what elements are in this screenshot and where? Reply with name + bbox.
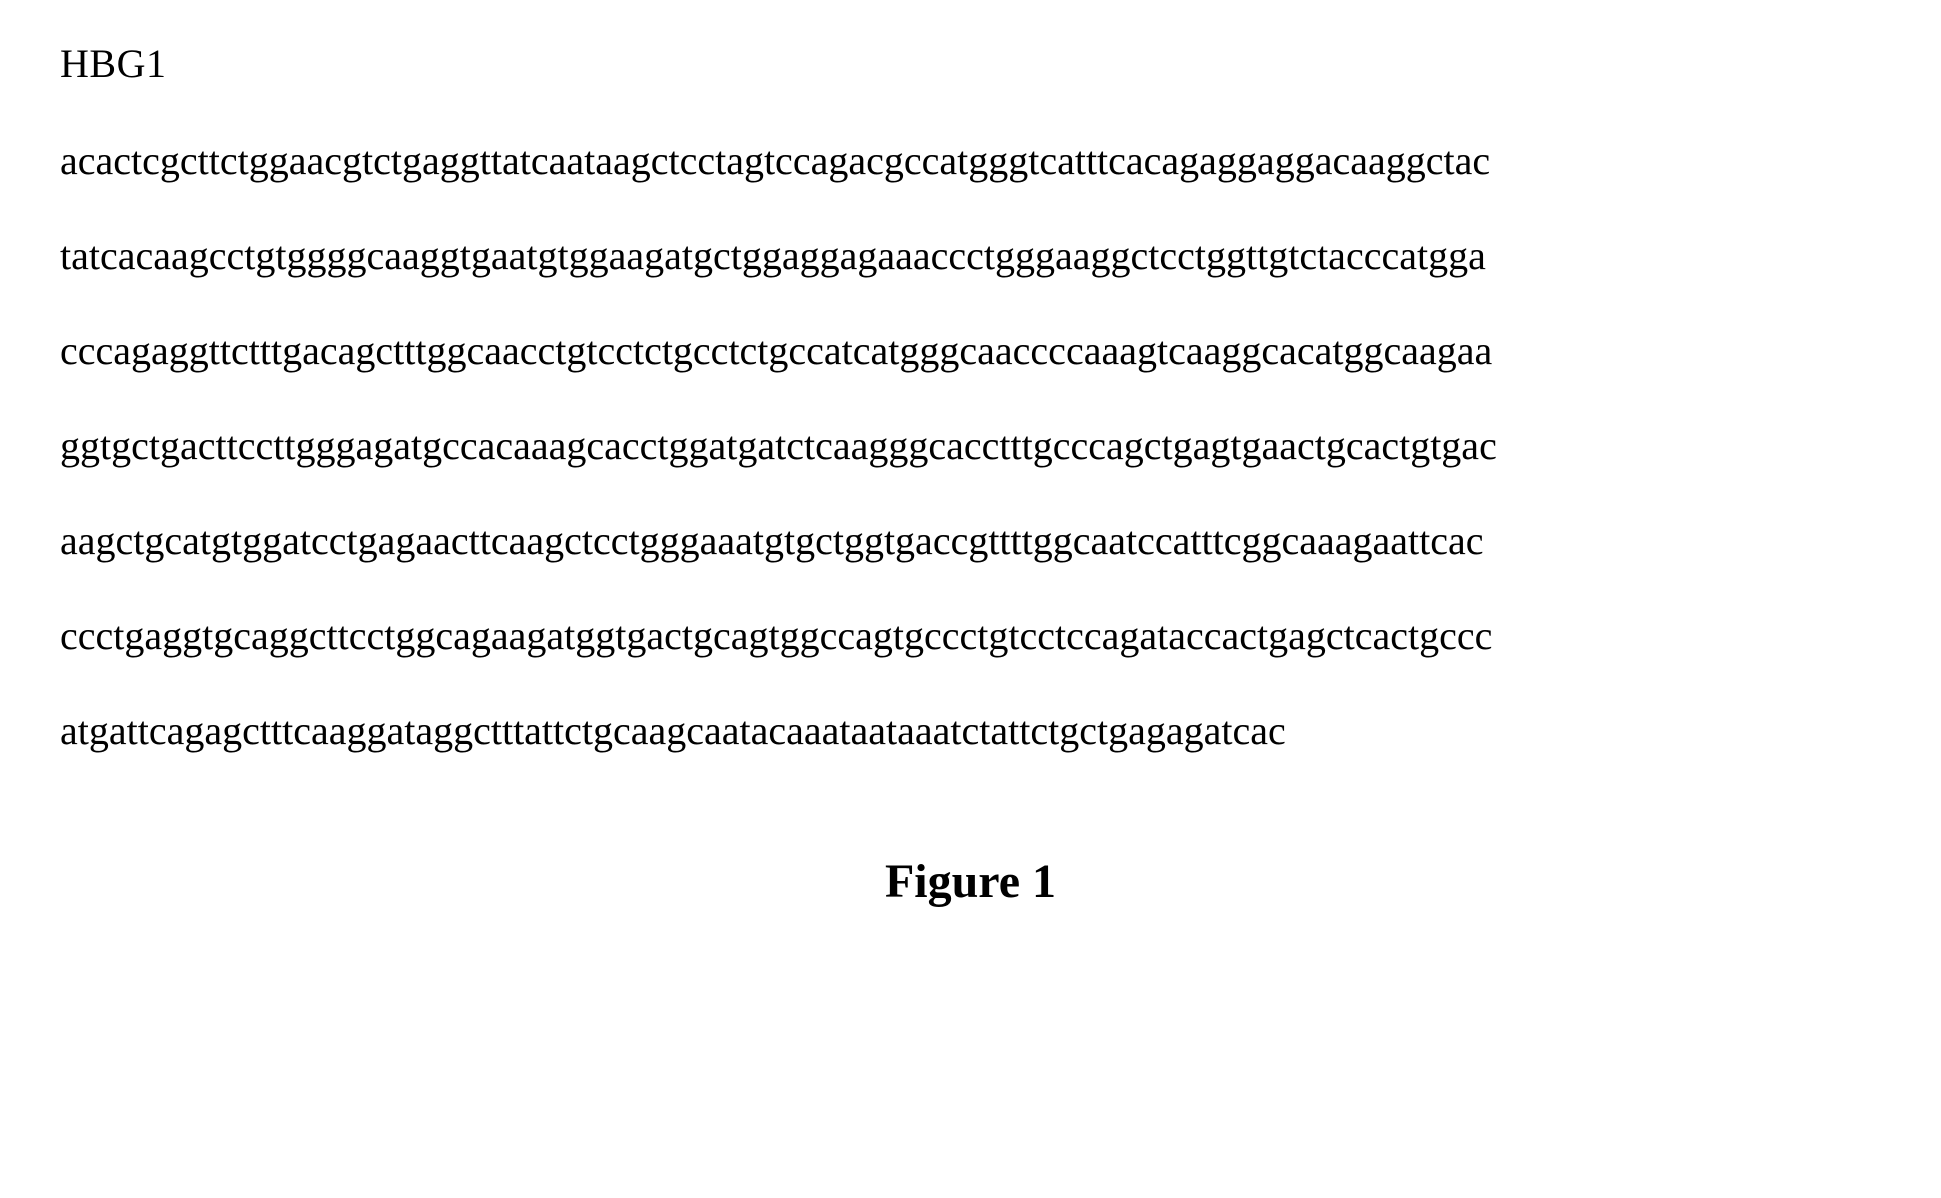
sequence-line: atgattcagagctttcaaggataggctttattctgcaagc…: [60, 707, 1881, 754]
sequence-line: aagctgcatgtggatcctgagaacttcaagctcctgggaa…: [60, 517, 1881, 564]
sequence-line: cccagaggttctttgacagctttggcaacctgtcctctgc…: [60, 327, 1881, 374]
sequence-line: ccctgaggtgcaggcttcctggcagaagatggtgactgca…: [60, 612, 1881, 659]
sequence-line: ggtgctgacttccttgggagatgccacaaagcacctggat…: [60, 422, 1881, 469]
sequence-line: tatcacaagcctgtggggcaaggtgaatgtggaagatgct…: [60, 232, 1881, 279]
sequence-container: acactcgcttctggaacgtctgaggttatcaataagctcc…: [60, 137, 1881, 754]
sequence-line: acactcgcttctggaacgtctgaggttatcaataagctcc…: [60, 137, 1881, 184]
figure-label: Figure 1: [60, 854, 1881, 909]
gene-name-label: HBG1: [60, 40, 1881, 87]
